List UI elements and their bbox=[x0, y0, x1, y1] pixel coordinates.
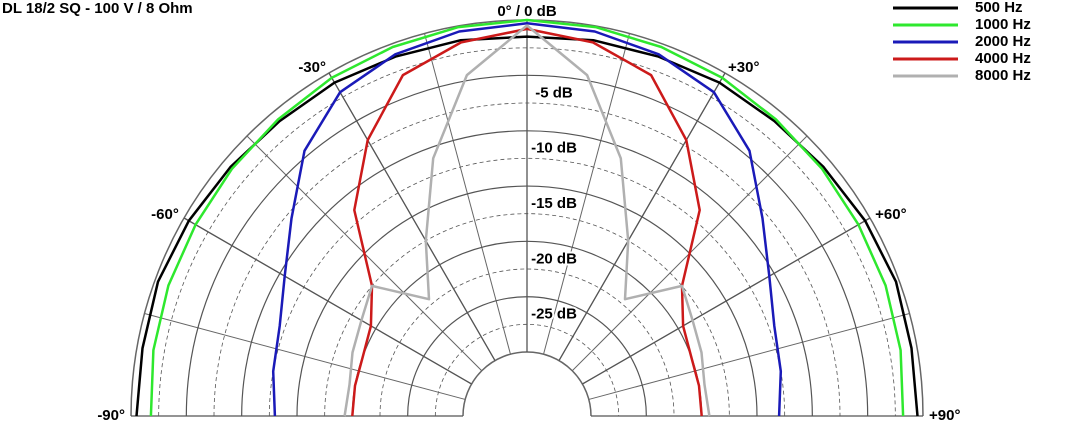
r-tick-label: -15 dB bbox=[531, 195, 577, 212]
theta-tick-label: +90° bbox=[929, 407, 960, 424]
legend-label: 1000 Hz bbox=[975, 16, 1031, 33]
minor-ring bbox=[268, 158, 786, 417]
r-tick-label: -5 dB bbox=[535, 84, 573, 101]
legend-label: 2000 Hz bbox=[975, 33, 1031, 50]
legend-label: 8000 Hz bbox=[975, 67, 1031, 84]
series-line bbox=[149, 18, 905, 417]
theta-tick-label: -30° bbox=[298, 59, 326, 76]
chart-title: DL 18/2 SQ - 100 V / 8 Ohm bbox=[2, 0, 193, 17]
series-line bbox=[343, 24, 711, 417]
minor-ring bbox=[379, 268, 675, 417]
theta-tick-label: +60° bbox=[875, 206, 906, 223]
r-tick-label: -25 dB bbox=[531, 306, 577, 323]
series-line bbox=[271, 22, 783, 417]
theta-grid-line bbox=[582, 217, 871, 385]
legend-label: 500 Hz bbox=[975, 0, 1023, 16]
theta-grid-line bbox=[183, 217, 472, 385]
theta-tick-label: -60° bbox=[151, 206, 179, 223]
theta-grid-line bbox=[328, 72, 496, 361]
series-line bbox=[135, 35, 919, 417]
r-tick-label: -10 dB bbox=[531, 140, 577, 157]
theta-tick-label: +30° bbox=[728, 59, 759, 76]
inner-ring bbox=[462, 351, 592, 417]
theta-tick-label: 0° / 0 dB bbox=[497, 3, 557, 20]
theta-grid-line bbox=[558, 72, 726, 361]
minor-ring bbox=[158, 47, 896, 417]
legend-label: 4000 Hz bbox=[975, 50, 1031, 67]
series-line bbox=[351, 27, 703, 417]
r-tick-label: -20 dB bbox=[531, 250, 577, 267]
theta-tick-label: -90° bbox=[97, 407, 125, 424]
